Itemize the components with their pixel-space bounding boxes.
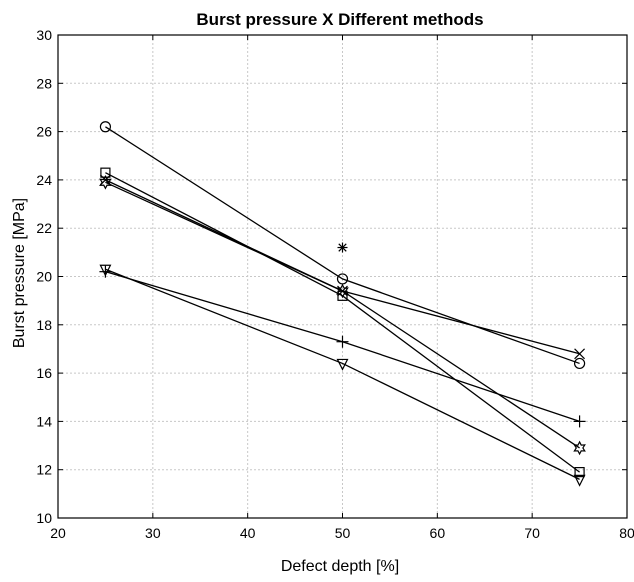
axis-ticks: 20 30 40 50 60 70 80 10 12 14 16 18 20 22 24 26 28 30 xyxy=(36,27,634,541)
triangle-down-marker xyxy=(99,264,112,277)
series-layer xyxy=(99,121,586,487)
series-line xyxy=(105,268,580,480)
series-line xyxy=(105,126,580,365)
x-tick-label: 30 xyxy=(145,525,161,541)
grid xyxy=(57,34,628,519)
y-axis-label: Burst pressure [MPa] xyxy=(11,198,28,348)
y-tick-label: 20 xyxy=(36,269,52,285)
triangle-down-marker xyxy=(336,358,349,371)
triangle-down-marker xyxy=(573,474,586,487)
plus-marker xyxy=(336,335,349,348)
x-tick-label: 70 xyxy=(524,525,540,541)
series-x-mark xyxy=(99,174,586,360)
series-triangle-down xyxy=(99,264,586,487)
hexagram-marker xyxy=(99,175,112,190)
hexagram-marker xyxy=(573,440,586,456)
circle-marker xyxy=(99,121,112,133)
y-tick-label: 30 xyxy=(36,27,52,43)
series-square xyxy=(100,167,585,478)
y-tick-label: 16 xyxy=(36,365,52,381)
x-tick-label: 40 xyxy=(240,525,256,541)
chart-title: Burst pressure X Different methods xyxy=(196,10,483,29)
y-tick-label: 22 xyxy=(36,220,52,236)
x-mark-marker xyxy=(337,285,348,297)
y-tick-label: 10 xyxy=(36,510,52,526)
asterisk-marker xyxy=(337,242,348,253)
circle-marker xyxy=(573,357,586,370)
square-marker xyxy=(574,467,585,478)
y-tick-label: 12 xyxy=(36,462,52,478)
y-tick-label: 28 xyxy=(36,75,52,91)
y-tick-label: 18 xyxy=(36,317,52,333)
x-tick-label: 20 xyxy=(50,525,66,541)
x-tick-label: 80 xyxy=(619,525,634,541)
x-axis-label: Defect depth [%] xyxy=(281,558,399,575)
x-mark-marker xyxy=(574,348,586,360)
plot-area-frame xyxy=(57,34,628,519)
x-mark-marker xyxy=(99,174,111,186)
plus-marker xyxy=(573,415,586,428)
y-tick-label: 24 xyxy=(36,172,52,188)
x-tick-label: 60 xyxy=(430,525,446,541)
y-tick-label: 26 xyxy=(36,124,52,140)
x-tick-label: 50 xyxy=(335,525,351,541)
y-tick-label: 14 xyxy=(36,413,52,429)
